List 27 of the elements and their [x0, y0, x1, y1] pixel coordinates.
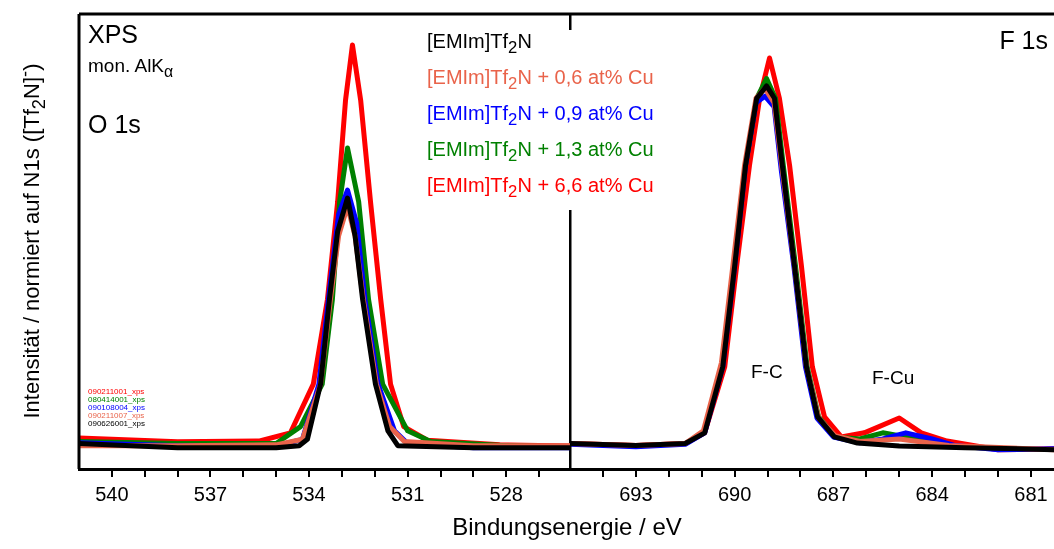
annotation: 090211001_xps [88, 387, 145, 396]
x-tick-label: 690 [717, 482, 752, 505]
annotation: mon. AlK$_{α}$ [88, 55, 174, 80]
text: [EMIm]Tf$_{2}$N + 1,3 at% Cu [427, 138, 654, 167]
text: [EMIm]Tf$_{2}$N + 0,6 at% Cu [427, 66, 654, 95]
text: F 1s [999, 26, 1048, 54]
x-tick-label: 687 [816, 482, 851, 505]
text: [EMIm]Tf$_{2}$N [427, 30, 533, 59]
x-tick-label: 684 [915, 482, 949, 505]
x-tick-label: 693 [619, 482, 653, 505]
x-tick-label: 534 [292, 482, 326, 505]
annotation: 090626001_xps [88, 419, 145, 428]
annotation: F-Cu [872, 367, 915, 388]
annotation: O 1s [88, 110, 141, 138]
x-tick-label: 537 [193, 482, 228, 505]
text: [EMIm]Tf$_{2}$N + 6,6 at% Cu [427, 174, 654, 203]
x-axis-title: Bindungsenergie / eV [451, 513, 683, 541]
x-tick-label: 531 [390, 482, 425, 505]
annotation: XPS [88, 20, 139, 48]
annotation: F-C [751, 361, 783, 382]
x-tick-label: 681 [1014, 482, 1048, 505]
annotation: 080414001_xps [88, 395, 145, 404]
text: [EMIm]Tf$_{2}$N + 0,9 at% Cu [427, 102, 654, 131]
annotation: 090108004_xps [88, 403, 145, 412]
annotation: 090211007_xps [88, 411, 145, 420]
x-tick-label: 540 [95, 482, 129, 505]
x-tick-label: 528 [489, 482, 523, 505]
